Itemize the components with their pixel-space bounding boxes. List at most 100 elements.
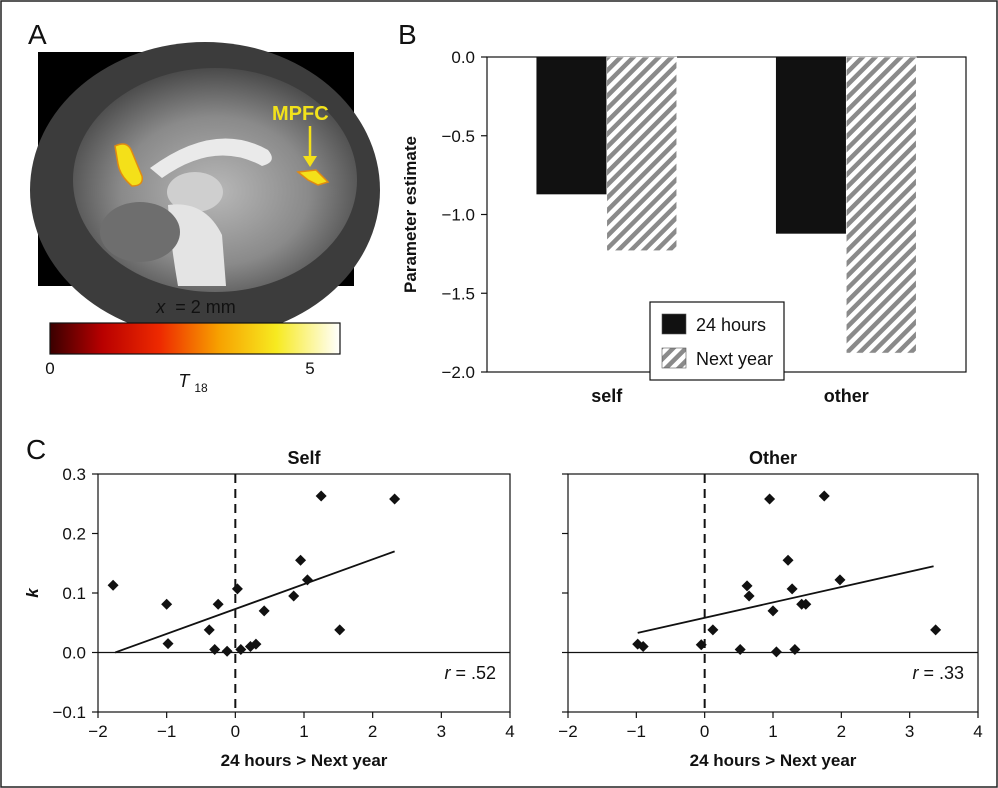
data-point bbox=[764, 493, 776, 505]
data-point bbox=[212, 598, 224, 610]
data-point bbox=[161, 598, 173, 610]
stat-letter: T bbox=[178, 371, 191, 391]
bar-category-label: other bbox=[824, 386, 869, 406]
x-tick-label: −2 bbox=[88, 722, 107, 741]
y-tick-label: 0.1 bbox=[62, 584, 86, 603]
brain-thalamus bbox=[167, 172, 223, 212]
slice-label: x = 2 mm bbox=[155, 297, 236, 317]
x-tick-label: 1 bbox=[768, 722, 777, 741]
mpfc-label: MPFC bbox=[272, 103, 329, 125]
data-point bbox=[235, 644, 247, 656]
r-value-label: r = .33 bbox=[912, 663, 964, 683]
colorbar-min-label: 0 bbox=[45, 359, 54, 378]
legend-swatch-1 bbox=[661, 313, 687, 335]
y-tick-label: 0.0 bbox=[62, 644, 86, 663]
data-point bbox=[301, 574, 313, 586]
x-tick-label: −2 bbox=[558, 722, 577, 741]
legend-swatch-2 bbox=[661, 347, 687, 369]
x-tick-label: 2 bbox=[837, 722, 846, 741]
bar-other-series-2 bbox=[845, 56, 917, 354]
data-point bbox=[741, 580, 753, 592]
bar-self-series-1 bbox=[536, 56, 608, 195]
scatter-plot-frame bbox=[567, 473, 979, 713]
bar-y-tick-label: −1.5 bbox=[441, 284, 475, 303]
y-tick-label: 0.2 bbox=[62, 525, 86, 544]
panel-letter-c: C bbox=[26, 434, 46, 465]
data-point bbox=[295, 554, 307, 566]
x-tick-label: −1 bbox=[157, 722, 176, 741]
r-value-label: r = .52 bbox=[444, 663, 496, 683]
bar-y-tick-label: −1.0 bbox=[441, 206, 475, 225]
data-point bbox=[800, 598, 812, 610]
x-tick-label: 0 bbox=[700, 722, 709, 741]
activation-mpfc bbox=[296, 169, 330, 186]
colorbar-max-label: 5 bbox=[305, 359, 314, 378]
data-point bbox=[637, 641, 649, 653]
data-point bbox=[789, 644, 801, 656]
bar-y-tick-label: −2.0 bbox=[441, 363, 475, 382]
r-number: = .33 bbox=[923, 663, 964, 683]
brain-corpus-callosum bbox=[150, 138, 272, 178]
scatter-y-axis-label: k bbox=[23, 587, 42, 598]
data-point bbox=[389, 493, 401, 505]
data-point bbox=[707, 624, 719, 636]
bar-y-tick-label: −0.5 bbox=[441, 127, 475, 146]
legend-label-1: 24 hours bbox=[696, 315, 766, 335]
x-tick-label: 2 bbox=[368, 722, 377, 741]
x-tick-label: 4 bbox=[973, 722, 982, 741]
bar-other-series-1 bbox=[775, 56, 847, 234]
data-point bbox=[107, 579, 119, 591]
data-point bbox=[695, 639, 707, 651]
x-tick-label: 3 bbox=[437, 722, 446, 741]
data-point bbox=[786, 583, 798, 595]
scatter-other: −2 −1 0 1 2 3 4 Other 24 hours > Next year r = .33 bbox=[558, 448, 982, 770]
bar-category-label: self bbox=[591, 386, 623, 406]
data-point bbox=[743, 590, 755, 602]
bar-y-tick-label: 0.0 bbox=[451, 48, 475, 67]
data-point bbox=[930, 624, 942, 636]
regression-line bbox=[637, 565, 934, 634]
scatter-x-axis-label: 24 hours > Next year bbox=[690, 751, 857, 770]
bar-chart: 0.0 −0.5 −1.0 −1.5 −2.0 Parameter estimate sel… bbox=[401, 48, 967, 406]
bar-y-axis-label: Parameter estimate bbox=[401, 136, 420, 293]
cerebellum bbox=[100, 202, 180, 262]
regression-line bbox=[114, 550, 395, 654]
data-point bbox=[221, 645, 233, 657]
r-letter: r bbox=[912, 663, 919, 683]
activation-posterior bbox=[114, 143, 144, 187]
data-point bbox=[818, 490, 830, 502]
data-point bbox=[162, 638, 174, 650]
stat-subscript: 18 bbox=[194, 381, 208, 395]
mpfc-arrow-head bbox=[303, 156, 317, 167]
x-tick-label: 0 bbox=[231, 722, 240, 741]
data-point bbox=[315, 490, 327, 502]
brainstem bbox=[168, 204, 226, 286]
data-point bbox=[288, 590, 300, 602]
data-point bbox=[767, 605, 779, 617]
bar-self-series-2 bbox=[606, 56, 678, 252]
data-point bbox=[209, 644, 221, 656]
panel-letter-b: B bbox=[398, 19, 417, 50]
scatter-title: Other bbox=[749, 448, 797, 468]
x-tick-label: 3 bbox=[905, 722, 914, 741]
y-tick-label: 0.3 bbox=[62, 465, 86, 484]
x-tick-label: 1 bbox=[299, 722, 308, 741]
slice-value: = 2 mm bbox=[175, 297, 236, 317]
data-point bbox=[258, 605, 270, 617]
data-point bbox=[770, 646, 782, 658]
data-point bbox=[834, 574, 846, 586]
scatter-plot-frame bbox=[97, 473, 511, 713]
data-point bbox=[334, 624, 346, 636]
y-tick-label: −0.1 bbox=[52, 703, 86, 722]
slice-prefix: x bbox=[155, 297, 166, 317]
scatter-self: −2 −1 0 1 2 3 4 −0.1 0.0 0.1 0.2 0.3 Self 24 hours > … bbox=[23, 448, 515, 770]
scatter-x-axis-label: 24 hours > Next year bbox=[221, 751, 388, 770]
r-letter: r bbox=[444, 663, 451, 683]
x-tick-label: 4 bbox=[505, 722, 514, 741]
x-tick-label: −1 bbox=[627, 722, 646, 741]
legend-label-2: Next year bbox=[696, 349, 773, 369]
brain-image: MPFC bbox=[30, 42, 380, 338]
colorbar bbox=[49, 322, 341, 355]
panel-letter-a: A bbox=[28, 19, 47, 50]
